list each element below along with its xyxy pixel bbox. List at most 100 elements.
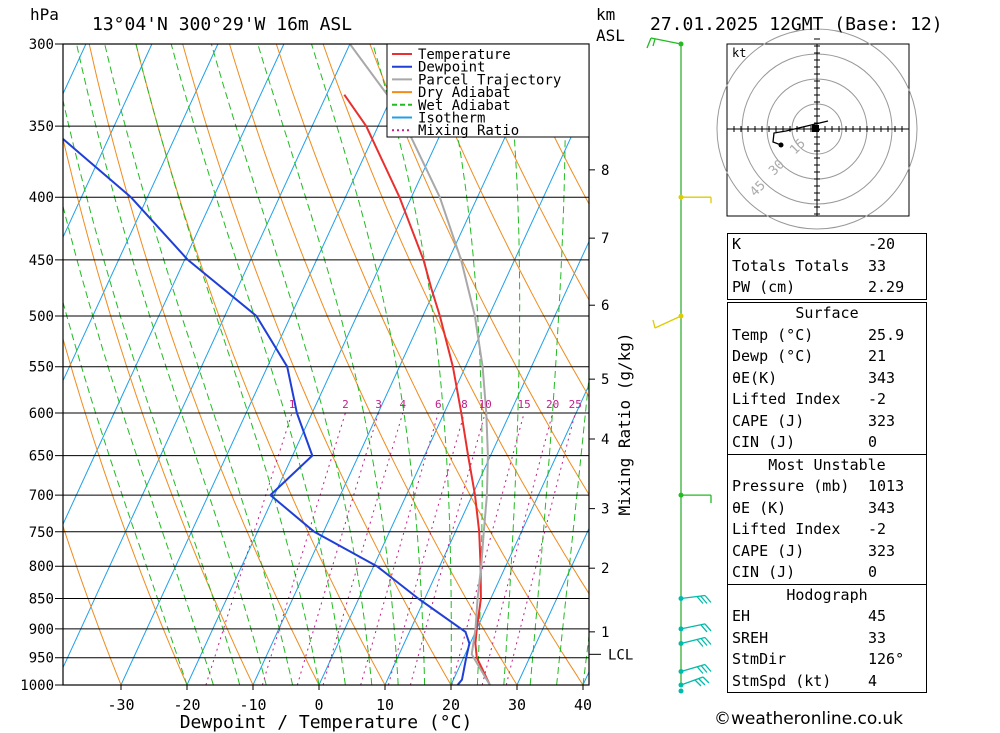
wind-barb-dot [678,41,684,47]
mixing-ratio-value: 6 [435,398,442,411]
hodograph-trace [772,120,829,146]
dry-adiabat-line [182,44,452,685]
copyright-link[interactable]: ©weatheronline.co.uk [714,709,904,729]
wind-barb-dot [678,626,684,632]
parcel-trajectory-profile [349,44,491,685]
wind-barb-dot [678,194,684,200]
legend-entry: Dewpoint [418,60,485,76]
isotherm-line [63,44,351,669]
wind-barb-dot [678,682,684,688]
wind-barb [646,37,684,49]
location-label: 13°04'N 300°29'W 16m ASL [92,14,352,35]
temp-tick-label: 30 [508,696,526,714]
mixing-ratio-value: 10 [479,398,492,411]
wind-barb-shape [680,636,712,647]
storm-motion-marker [812,125,819,132]
mixing-ratio-value: 20 [546,398,559,411]
hpa-unit-label: hPa [30,5,59,24]
wet-adiabat-line [311,44,426,685]
wind-barb [652,313,684,329]
pressure-tick-label: 900 [29,622,54,638]
isotherm-line [318,96,589,685]
pressure-tick-label: 1000 [20,678,54,694]
temp-tick-label: -20 [173,696,200,714]
km-tick-label: 8 [601,163,609,179]
hodograph-table-title: Hodograph [728,583,926,607]
mixing-ratio-value: 25 [569,398,582,411]
most-unstable-row: CIN (J) 0 [732,563,878,581]
mixing-ratio-value: 4 [399,398,406,411]
wind-barb-dot [678,641,684,646]
surface-row: Temp (°C) 25.9 [732,325,905,344]
dewpoint-profile [63,137,471,685]
mixing-ratio-value: 15 [517,398,530,411]
mixing-ratio-value: 1 [289,398,296,411]
pressure-tick-label: 800 [29,559,54,575]
indices-table: K -20 Totals Totals 33 PW (cm) 2.29 [727,233,927,300]
hodograph-unit: kt [732,46,746,60]
isotherm-line [252,44,549,685]
pressure-tick-label: 650 [29,449,54,465]
wind-barb-shape [646,37,682,49]
legend-entry: Parcel Trajectory [418,72,561,88]
wind-barb-shape [680,663,712,674]
km-tick-label: 5 [601,372,609,388]
wind-barb [678,623,712,633]
km-tick-label: 6 [601,298,609,314]
isotherm-line [63,44,153,239]
temp-tick-label: 10 [376,696,394,714]
pressure-tick-label: 450 [29,253,54,269]
wet-adiabat-line [210,44,373,685]
most-unstable-row: CAPE (J) 323 [732,541,896,560]
index-row-k: K -20 [732,235,896,253]
mixing-ratio-axis-title: Mixing Ratio (g/kg) [615,332,634,515]
hodograph-row: StmDir 126° [732,650,905,668]
wind-barb-dot [678,669,684,674]
pressure-tick-label: 350 [29,119,54,135]
wind-barb-shape [681,196,712,204]
surface-row: Dewp (°C) 21 [732,347,887,365]
mixing-ratio-line [451,412,525,685]
isotherm-line [0,44,20,685]
temp-tick-label: -10 [239,696,266,714]
mixing-ratio-value: 2 [342,398,349,411]
datetime-label: 27.01.2025 12GMT (Base: 12) [650,14,943,35]
mixing-ratio-line [205,412,293,685]
most-unstable-row: Pressure (mb) 1013 [732,477,905,495]
most-unstable-title: Most Unstable [728,453,926,477]
temp-tick-label: -30 [107,696,134,714]
lcl-label: LCL [608,647,633,663]
most-unstable-row: Lifted Index -2 [732,520,887,538]
surface-row: CIN (J) 0 [732,433,878,451]
wind-barb-shape [652,315,682,329]
dry-adiabat-line [63,524,122,685]
isotherm-line [384,240,589,685]
wet-adiabat-line [257,44,399,685]
surface-row: CAPE (J) 323 [732,411,896,430]
surface-row: Lifted Index -2 [732,390,887,408]
isotherm-line [186,44,483,685]
pressure-tick-label: 400 [29,190,54,206]
km-tick-label: 4 [601,432,609,448]
temp-tick-label: 20 [442,696,460,714]
x-axis-title: Dewpoint / Temperature (°C) [180,712,473,733]
wet-adiabat-line [372,44,452,685]
km-unit-label: km [596,5,615,24]
legend-entry: Isotherm [418,111,485,127]
pressure-tick-label: 300 [29,37,54,53]
mixing-ratio-value: 8 [461,398,468,411]
wind-barb [678,676,710,694]
wind-barb [678,636,712,647]
wet-adiabat-line [76,44,267,685]
pressure-tick-label: 550 [29,360,54,376]
wind-barb-dot [678,492,684,498]
most-unstable-row: θE (K) 343 [732,498,896,517]
hodograph-end-dot [778,142,784,148]
temp-tick-label: 0 [314,696,323,714]
legend-box [386,43,590,138]
mixing-ratio-line [505,412,576,685]
dry-adiabat-line [931,44,1000,685]
